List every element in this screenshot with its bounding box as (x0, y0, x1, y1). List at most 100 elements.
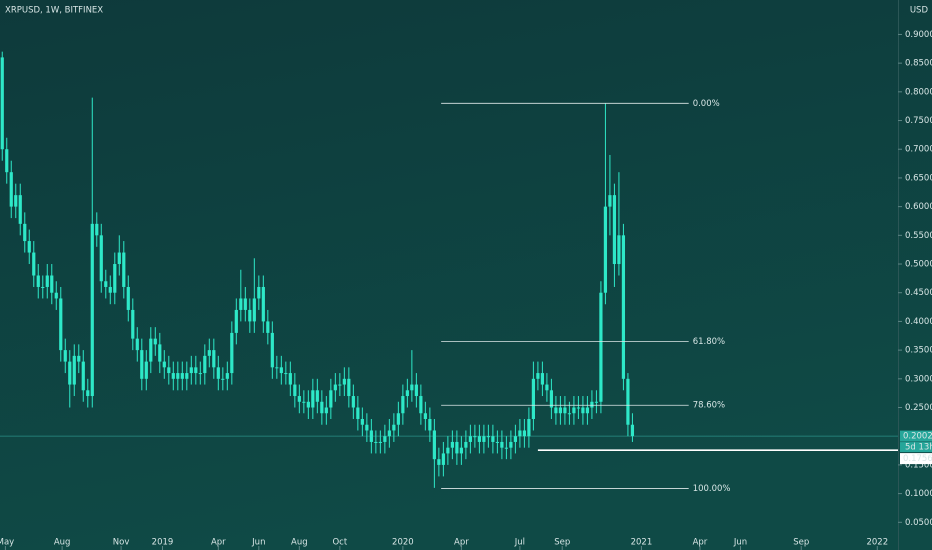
x-tick-label: 2020 (392, 538, 414, 548)
candle-body (522, 430, 526, 437)
candle-body (594, 401, 599, 403)
candle-body (32, 252, 36, 276)
x-tick-label: 2021 (631, 538, 653, 548)
candle-body (212, 350, 216, 368)
candle-body (68, 361, 72, 385)
x-tick-label: Aug (54, 538, 71, 548)
candle-body (428, 418, 432, 431)
candle-body (180, 373, 184, 379)
candle-body (104, 281, 108, 287)
fib-level-label: 100.00% (693, 484, 731, 494)
x-tick-label: Jun (251, 538, 265, 548)
y-tick-label: 0.35000 (905, 346, 932, 356)
candle-body (495, 441, 499, 443)
candle-body (437, 459, 441, 465)
y-tick-label: 0.25000 (905, 403, 932, 413)
candle-body (230, 332, 234, 374)
candle-body (216, 367, 220, 379)
candle-body (383, 436, 387, 442)
candle-body (540, 373, 545, 385)
x-tick-label: May (0, 538, 14, 548)
candle-body (347, 378, 351, 397)
x-tick-label: Apr (693, 538, 708, 548)
candle-body (612, 195, 617, 265)
candle-body (356, 407, 360, 419)
candle-body (446, 447, 450, 454)
candle-body (41, 286, 45, 288)
candle-body (131, 309, 135, 339)
candle-body (333, 384, 337, 391)
hline-price-label: 0.17560 (903, 454, 932, 464)
hline-price-box (900, 453, 932, 465)
candle-body (63, 350, 67, 362)
candle-body (545, 384, 549, 391)
candle-body (324, 407, 328, 414)
x-tick-label: Apr (454, 538, 469, 548)
candle-body (581, 407, 585, 414)
last-price-label: 0.20020 (903, 432, 932, 442)
candle-body (491, 436, 495, 442)
candle-body (158, 344, 162, 362)
y-tick-label: 0.55000 (905, 231, 932, 241)
candle-body (23, 223, 27, 242)
candle-body (626, 378, 630, 425)
candle-body (0, 57, 4, 150)
candle-body (113, 264, 117, 293)
candle-body (252, 298, 256, 322)
candle-body (410, 384, 414, 391)
candle-body (176, 373, 180, 379)
candle-body (279, 367, 283, 374)
candle-body (405, 390, 409, 397)
y-tick-label: 0.10000 (905, 489, 932, 499)
candle-body (266, 321, 270, 333)
candle-body (185, 373, 189, 379)
candle-body (99, 235, 103, 282)
candle-body (171, 373, 175, 379)
candle-body (257, 286, 261, 299)
candle-body (630, 424, 635, 437)
candle-body (396, 413, 400, 425)
candle-body (369, 430, 373, 442)
candle-body (234, 309, 238, 333)
candle-body (504, 447, 508, 449)
candle-body (248, 309, 252, 322)
candle-body (599, 292, 603, 402)
candle-body (270, 332, 274, 368)
y-tick-label: 0.70000 (905, 145, 932, 155)
candle-body (198, 373, 202, 375)
candle-body (617, 235, 621, 265)
candle-body (311, 390, 315, 408)
candle-body (585, 407, 590, 414)
candle-body (342, 378, 346, 385)
candle-body (293, 384, 297, 397)
x-tick-label: 2019 (152, 538, 174, 548)
candle-body (558, 407, 563, 414)
x-tick-label: Jun (733, 538, 747, 548)
x-tick-label: 2022 (866, 538, 888, 548)
candle-body (315, 390, 319, 402)
x-tick-label: Apr (211, 538, 226, 548)
candle-body (536, 373, 540, 379)
candle-body (306, 401, 310, 408)
y-tick-label: 0.40000 (905, 317, 932, 327)
currency-label: USD (910, 6, 929, 16)
x-tick-label: Aug (291, 538, 308, 548)
candle-body (414, 384, 418, 397)
candle-body (135, 338, 139, 351)
x-tick-label: Jul (514, 538, 525, 548)
candle-body (455, 441, 459, 454)
candle-body (50, 275, 54, 293)
candle-body (329, 390, 333, 408)
candle-body (509, 441, 513, 448)
candle-body (360, 418, 364, 425)
candle-body (351, 396, 355, 408)
x-tick-label: Sep (554, 538, 570, 548)
y-tick-label: 0.30000 (905, 374, 932, 384)
candle-body (95, 223, 99, 236)
y-tick-label: 0.90000 (905, 30, 932, 40)
candle-body (86, 390, 90, 397)
candle-body (14, 195, 18, 207)
candle-body (284, 373, 288, 375)
candle-body (122, 252, 126, 287)
